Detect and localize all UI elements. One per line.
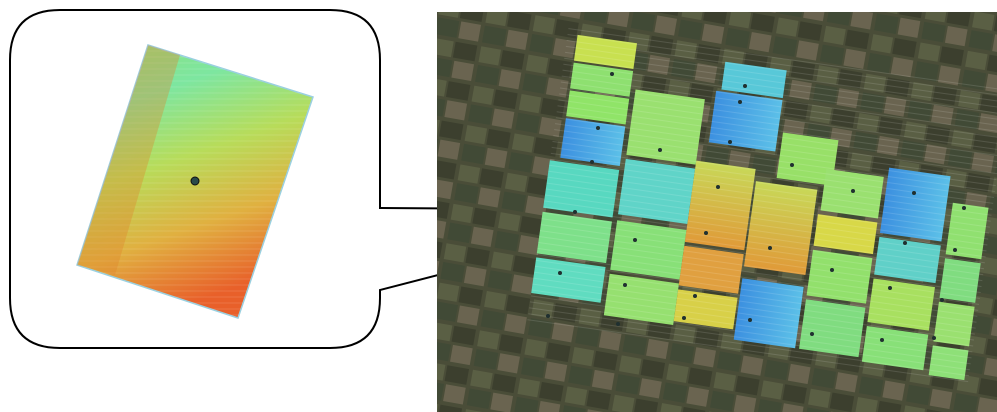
field-centers — [546, 72, 966, 342]
field-tiles — [526, 26, 997, 386]
zoomed-field — [76, 44, 314, 319]
aerial-image — [437, 12, 997, 412]
